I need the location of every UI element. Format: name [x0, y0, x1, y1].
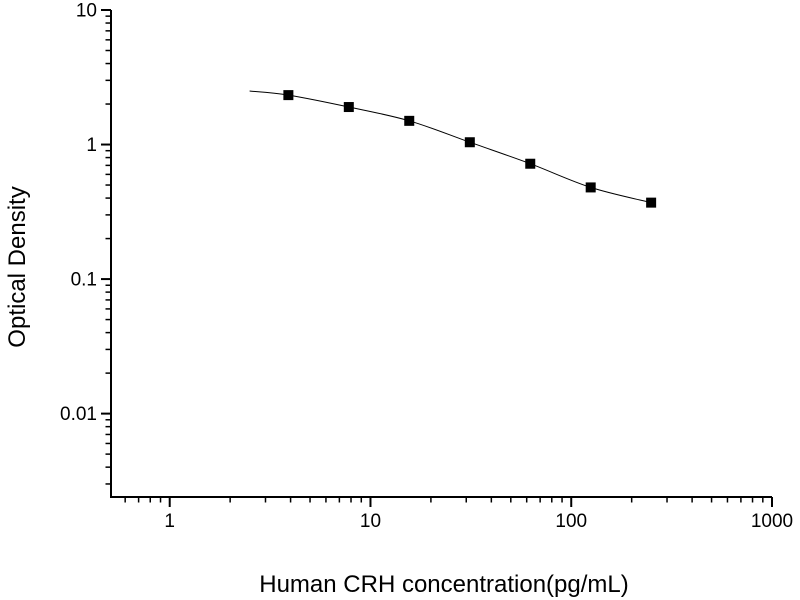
y-tick-label: 1 [86, 135, 97, 156]
x-tick-label: 10 [360, 511, 381, 532]
x-axis-title: Human CRH concentration(pg/mL) [259, 571, 628, 598]
axis-spines [110, 10, 772, 498]
data-point-marker [464, 137, 475, 148]
data-point-marker [404, 115, 415, 126]
x-tick-label: 1000 [751, 511, 793, 532]
data-point-marker [283, 90, 294, 101]
data-point-marker [343, 102, 354, 113]
data-series [249, 90, 657, 208]
data-point-marker [525, 158, 536, 169]
data-point-marker [646, 197, 657, 208]
y-tick-label: 0.01 [60, 404, 97, 425]
axes: 1 10 100 1000 10 1 0.1 0.01 [60, 1, 793, 533]
y-tick-label: 0.1 [71, 270, 97, 291]
y-tick-label: 10 [76, 1, 97, 22]
data-point-marker [585, 182, 596, 193]
y-axis-title: Optical Density [4, 186, 31, 347]
x-tick-label: 100 [555, 511, 587, 532]
fit-curve [249, 90, 652, 204]
x-tick-label: 1 [164, 511, 175, 532]
